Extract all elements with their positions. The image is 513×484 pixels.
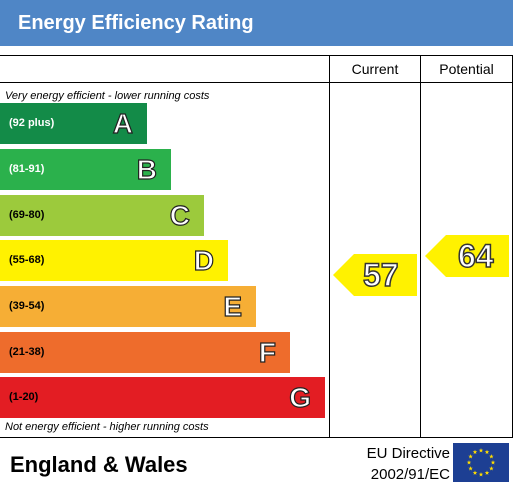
eu-star-icon: [478, 472, 484, 477]
band-a: (92 plus) A: [0, 103, 147, 144]
band-letter: E: [223, 290, 243, 322]
directive-line-2: 2002/91/EC: [370, 466, 450, 483]
potential-arrow-shape: [425, 235, 509, 277]
note-efficient: Very energy efficient - lower running co…: [5, 90, 210, 102]
band-range-label: (92 plus): [9, 117, 55, 129]
column-divider-potential: [420, 55, 421, 438]
eu-star-icon: [472, 470, 478, 475]
footer-divider: [0, 437, 513, 438]
band-range-label: (81-91): [9, 163, 45, 175]
eu-star-icon: [468, 466, 473, 471]
eu-star-icon: [468, 454, 473, 459]
column-header-potential: Potential: [439, 61, 494, 77]
band-range-label: (39-54): [9, 300, 45, 312]
band-letter: D: [193, 244, 214, 276]
band-range-label: (1-20): [9, 391, 39, 403]
directive-line-1: EU Directive: [366, 445, 450, 462]
band-letter: C: [169, 199, 190, 231]
eu-star-icon: [478, 448, 484, 453]
eu-star-icon: [490, 460, 496, 465]
band-b: (81-91) B: [0, 149, 171, 190]
band-c: (69-80) C: [0, 195, 204, 236]
band-letter: B: [136, 153, 157, 185]
eu-star-icon: [484, 449, 490, 455]
column-divider-current: [329, 55, 330, 438]
potential-rating-value: 64: [457, 237, 494, 275]
band-d: (55-68) D: [0, 240, 228, 281]
page-title: Energy Efficiency Rating: [0, 0, 513, 46]
potential-rating-arrow: 64: [425, 235, 509, 277]
current-rating-value: 57: [362, 256, 399, 294]
current-arrow-shape: [333, 254, 417, 296]
band-range-label: (21-38): [9, 346, 45, 358]
eu-star-icon: [484, 470, 490, 475]
note-inefficient: Not energy efficient - higher running co…: [5, 421, 209, 433]
band-letter: A: [112, 107, 133, 139]
region-label: England & Wales: [10, 452, 188, 477]
band-letter: F: [258, 336, 276, 368]
band-range-label: (55-68): [9, 254, 45, 266]
band-f: (21-38) F: [0, 332, 290, 373]
rating-table: [0, 55, 513, 484]
eu-star-icon: [472, 449, 478, 455]
eu-star-icon: [489, 454, 494, 459]
band-range-label: (69-80): [9, 209, 45, 221]
band-e: (39-54) E: [0, 286, 256, 327]
header-divider: [0, 82, 513, 83]
eu-directive: EU Directive 2002/91/EC: [350, 443, 450, 484]
band-g: (1-20) G: [0, 377, 325, 418]
band-letter: G: [289, 381, 312, 413]
current-rating-arrow: 57: [333, 254, 417, 296]
column-header-current: Current: [351, 61, 399, 77]
eu-star-icon: [466, 460, 472, 465]
eu-star-icon: [489, 466, 494, 471]
eu-flag-icon: [453, 443, 509, 482]
